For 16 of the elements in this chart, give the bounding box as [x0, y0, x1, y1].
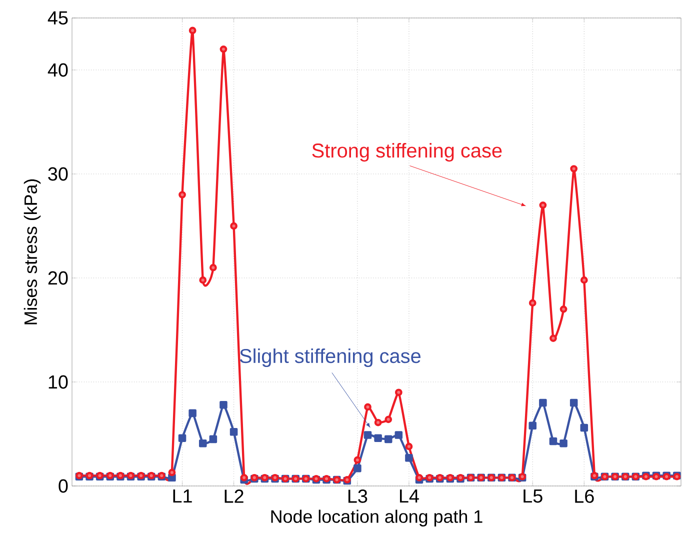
x-tick-label: L1	[173, 490, 192, 503]
y-tick-label: 0	[58, 479, 68, 493]
x-tick-label: L4	[400, 490, 419, 503]
x-tick-label: L5	[524, 490, 542, 503]
x-axis-title: Node location along path 1	[271, 510, 482, 526]
x-tick-label: L6	[575, 490, 594, 503]
annotation: Slight stiffening case	[240, 348, 420, 368]
annotation: Strong stiffening case	[312, 143, 502, 162]
x-tick-label: L3	[348, 490, 368, 503]
y-tick-label: 20	[48, 271, 68, 285]
y-tick-label: 10	[48, 375, 68, 389]
y-tick-label: 40	[48, 63, 68, 77]
y-tick-label: 30	[48, 167, 68, 181]
x-tick-label: L2	[224, 490, 244, 503]
y-axis-title: Mises stress (kPa)	[24, 179, 41, 324]
y-tick-label: 45	[48, 11, 68, 25]
